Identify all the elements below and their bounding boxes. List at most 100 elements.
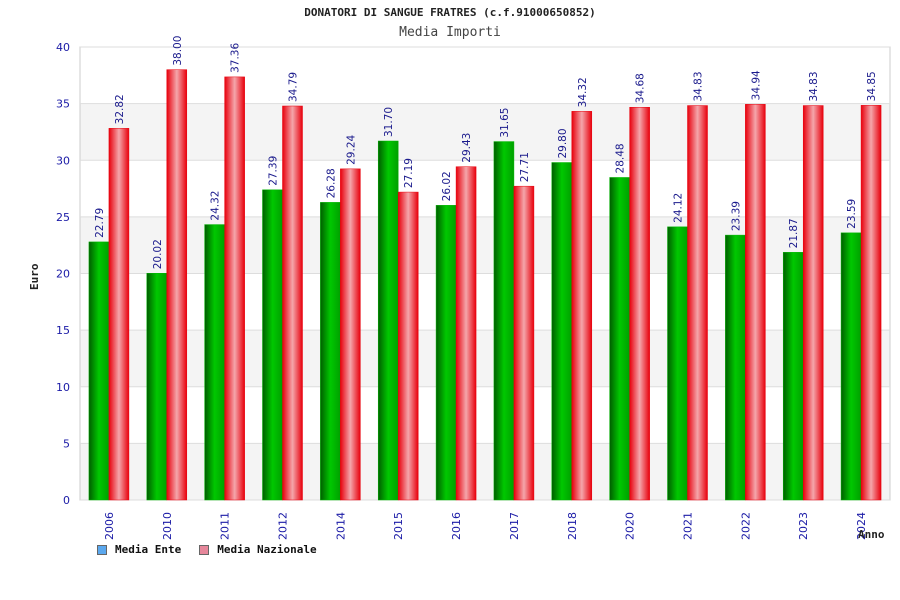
bar-media-ente [667, 226, 688, 501]
data-label: 28.48 [615, 143, 627, 173]
plot-band [80, 160, 890, 217]
x-tick-label: 2006 [103, 512, 116, 540]
data-label: 34.94 [750, 70, 762, 100]
plot-band [80, 273, 890, 331]
y-tick-label: 15 [56, 324, 70, 337]
bar-media-nazionale [687, 105, 708, 501]
y-tick-label: 10 [56, 381, 70, 394]
plot-band [80, 103, 890, 161]
x-axis-label: Anno [858, 528, 885, 541]
data-label: 27.39 [268, 156, 280, 186]
bar-media-nazionale [108, 128, 130, 501]
x-tick-label: 2014 [334, 512, 347, 540]
y-tick-label: 35 [56, 98, 70, 111]
x-tick-label: 2017 [508, 512, 521, 540]
data-label: 29.80 [557, 128, 569, 158]
bar-media-nazionale [745, 104, 766, 501]
chart-subtitle: Media Importi [399, 25, 501, 40]
data-label: 34.68 [635, 73, 647, 103]
bar-media-nazionale [513, 185, 535, 501]
y-tick-labels: 0 5 10 15 20 25 30 35 40 [56, 41, 70, 507]
bar-media-ente [262, 189, 283, 501]
x-tick-label: 2016 [450, 512, 463, 540]
x-tick-label: 2018 [566, 512, 579, 540]
x-tick-label: 2022 [739, 512, 752, 540]
bar-media-nazionale [571, 111, 593, 501]
chart-title: DONATORI DI SANGUE FRATRES (c.f.91000650… [304, 6, 596, 19]
bar-media-nazionale [397, 191, 419, 501]
bar-media-ente [493, 141, 515, 501]
data-label: 34.83 [693, 71, 705, 101]
legend-item-nazionale: Media Nazionale [199, 543, 317, 556]
bar-media-nazionale [340, 168, 361, 501]
data-label: 21.87 [788, 218, 800, 248]
legend-item-ente: Media Ente [97, 543, 181, 556]
data-label: 23.39 [730, 201, 742, 231]
data-label: 20.02 [152, 239, 164, 269]
bar-media-nazionale [166, 69, 188, 501]
data-label: 37.36 [230, 43, 242, 73]
bars [88, 69, 882, 501]
data-label: 32.82 [114, 94, 126, 124]
data-label: 34.79 [288, 72, 300, 102]
data-labels: 22.79 32.82 20.02 38.00 24.32 37.36 27.39 34.79… [94, 36, 878, 270]
data-label: 31.70 [383, 107, 395, 137]
data-label: 34.83 [808, 71, 820, 101]
bar-media-nazionale [224, 76, 245, 501]
plot-band [80, 330, 890, 387]
legend-swatch-nazionale [199, 544, 210, 555]
x-tick-label: 2021 [682, 512, 695, 540]
data-label: 34.32 [577, 77, 589, 107]
data-label: 22.79 [94, 208, 106, 238]
y-tick-label: 40 [56, 41, 70, 54]
legend: Media Ente Media Nazionale [97, 543, 317, 556]
x-tick-label: 2012 [277, 512, 290, 540]
legend-swatch-ente [97, 544, 107, 555]
data-label: 23.59 [846, 199, 858, 229]
bar-media-ente [88, 241, 110, 501]
plot-band [80, 47, 890, 104]
bar-media-nazionale [282, 105, 303, 501]
bar-media-nazionale [802, 105, 824, 501]
y-tick-label: 30 [56, 154, 70, 167]
bar-media-ente [435, 205, 457, 501]
x-tick-label: 2024 [855, 512, 868, 540]
data-label: 31.65 [499, 108, 511, 138]
data-label: 38.00 [172, 36, 184, 66]
bar-media-nazionale [860, 105, 882, 501]
y-tick-label: 0 [63, 494, 70, 507]
bar-media-ente [320, 202, 341, 501]
y-axis-label: Euro [28, 263, 41, 291]
bar-media-nazionale [629, 106, 650, 501]
y-tick-label: 20 [56, 268, 70, 281]
data-label: 24.32 [210, 191, 222, 221]
data-label: 27.71 [519, 152, 531, 182]
data-label: 29.24 [345, 134, 357, 164]
plot-band [80, 443, 890, 500]
data-label: 26.02 [441, 171, 453, 201]
x-tick-label: 2015 [392, 512, 405, 540]
x-tick-label: 2011 [219, 512, 232, 540]
bar-media-ente [840, 232, 862, 501]
data-label: 24.12 [673, 193, 685, 223]
x-tick-labels: 2006 2010 2011 2012 2014 2015 2016 2017 2018 2020… [103, 512, 868, 540]
bar-media-ente [204, 224, 225, 501]
x-tick-label: 2023 [797, 512, 810, 540]
data-label: 34.85 [866, 71, 878, 101]
bar-media-nazionale [455, 166, 477, 501]
data-label: 27.19 [403, 158, 415, 188]
data-label: 29.43 [461, 133, 473, 163]
y-tick-label: 25 [56, 211, 70, 224]
bar-media-ente [551, 162, 573, 501]
x-tick-label: 2020 [624, 512, 637, 540]
bar-media-ente [146, 273, 168, 501]
y-tick-label: 5 [63, 437, 70, 450]
legend-label-ente: Media Ente [115, 543, 182, 556]
data-label: 26.28 [325, 168, 337, 198]
x-tick-label: 2010 [161, 512, 174, 540]
bar-media-ente [725, 234, 746, 501]
plot-band [80, 216, 890, 274]
plot-band [80, 386, 890, 444]
bar-media-ente [377, 140, 399, 501]
